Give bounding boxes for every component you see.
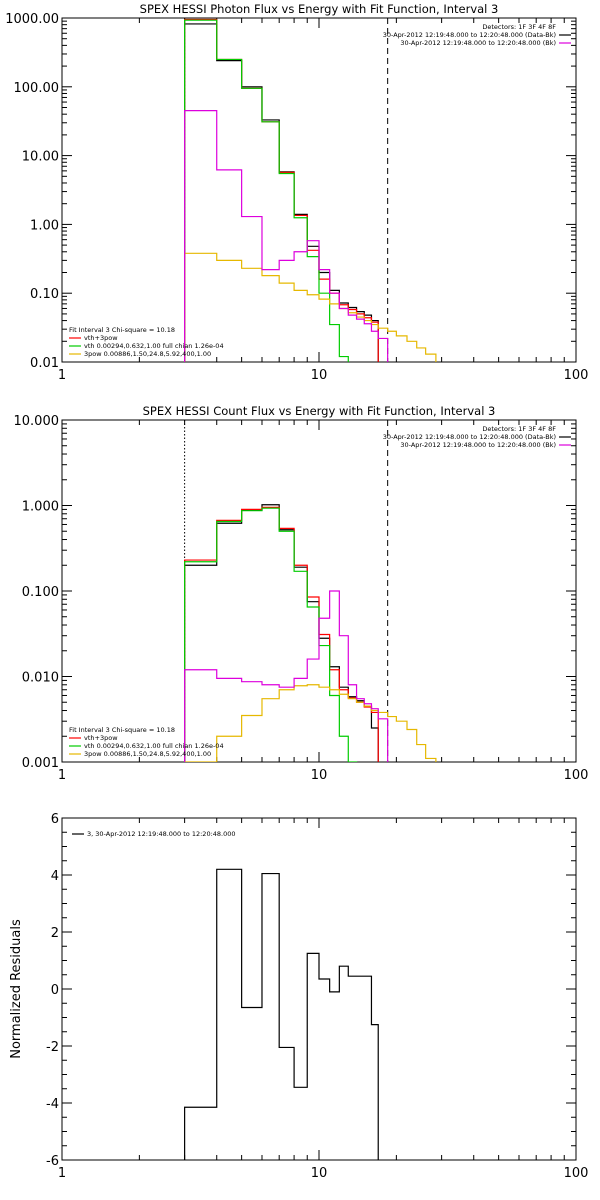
legend-entry: Fit Interval 3 Chi-square = 10.18 [69, 726, 175, 734]
y-axis-label: Normalized Residuals [9, 919, 24, 1059]
legend-entry: Detectors: 1F 3F 4F 8F [482, 425, 556, 433]
y-tick-label: 6 [51, 812, 59, 827]
x-tick-label: 100 [564, 768, 589, 783]
legend-entry: 30-Apr-2012 12:19:48.000 to 12:20:48.000… [400, 39, 556, 47]
y-tick-label: 100.00 [14, 81, 60, 96]
y-tick-label: 0.01 [30, 356, 59, 371]
x-tick-label: 10 [311, 1166, 328, 1181]
series-vth-3pow [184, 506, 379, 762]
legend-entry: vth 0.00294,0.632,1.00 full chian 1.26e-… [84, 342, 224, 350]
legend-entry: vth+3pow [84, 734, 118, 742]
series-data-bk [184, 504, 379, 762]
legend-entry: 3, 30-Apr-2012 12:19:48.000 to 12:20:48.… [87, 830, 236, 838]
axes-frame [61, 17, 577, 363]
y-tick-label: 0.010 [22, 671, 59, 686]
y-tick-label: 0.100 [22, 585, 59, 600]
chart-panel-2: SPEX HESSI Count Flux vs Energy with Fit… [14, 404, 589, 783]
y-tick-label: -6 [46, 1154, 59, 1169]
chart-title: SPEX HESSI Photon Flux vs Energy with Fi… [140, 2, 499, 16]
x-tick-label: 100 [564, 1166, 589, 1181]
y-tick-label: 4 [51, 869, 59, 884]
x-tick-label: 1 [58, 368, 66, 383]
legend-entry: 3pow 0.00886,1.50,24.8,5.92,400,1.00 [84, 350, 211, 358]
y-tick-label: 0.10 [30, 287, 59, 302]
x-tick-label: 1 [58, 768, 66, 783]
x-tick-label: 1 [58, 1166, 66, 1181]
y-tick-label: -2 [46, 1040, 59, 1055]
legend-entry: 30-Apr-2012 12:19:48.000 to 12:20:48.000… [383, 433, 556, 441]
chart-panel-1: SPEX HESSI Photon Flux vs Energy with Fi… [5, 2, 588, 383]
y-tick-label: 2 [51, 926, 59, 941]
series-bk [184, 110, 389, 362]
y-tick-label: -4 [46, 1097, 59, 1112]
y-tick-label: 10.00 [22, 150, 59, 165]
legend-entry: 30-Apr-2012 12:19:48.000 to 12:20:48.000… [383, 31, 556, 39]
series-bk [184, 590, 389, 762]
legend-entry: Detectors: 1F 3F 4F 8F [482, 23, 556, 31]
series-vth [184, 507, 358, 762]
y-tick-label: 10.000 [14, 414, 60, 429]
legend-entry: vth 0.00294,0.632,1.00 full chian 1.26e-… [84, 742, 224, 750]
legend-entry: Fit Interval 3 Chi-square = 10.18 [69, 326, 175, 334]
series-vth [184, 19, 349, 362]
axes-frame [61, 419, 577, 763]
x-tick-label: 10 [311, 768, 328, 783]
chart-panel-3: Normalized Residuals 1 10 100 -6 -4 -2 0 2 4 6 3, 3… [9, 812, 588, 1181]
y-tick-label: 0.001 [22, 756, 59, 771]
chart-title: SPEX HESSI Count Flux vs Energy with Fit… [143, 404, 496, 418]
legend-entry: vth+3pow [84, 334, 118, 342]
series-3pow [184, 684, 437, 762]
x-tick-label: 10 [311, 368, 328, 383]
series-residuals [184, 868, 379, 1160]
y-tick-label: 1.000 [22, 500, 59, 515]
x-tick-label: 100 [564, 368, 589, 383]
legend-entry: 30-Apr-2012 12:19:48.000 to 12:20:48.000… [400, 441, 556, 449]
legend-entry: 3pow 0.00886,1.50,24.8,5.92,400,1.00 [84, 750, 211, 758]
y-tick-label: 1.00 [30, 218, 59, 233]
y-tick-label: 1000.00 [5, 12, 59, 27]
axes-frame [61, 817, 577, 1161]
y-tick-label: 0 [51, 983, 59, 998]
